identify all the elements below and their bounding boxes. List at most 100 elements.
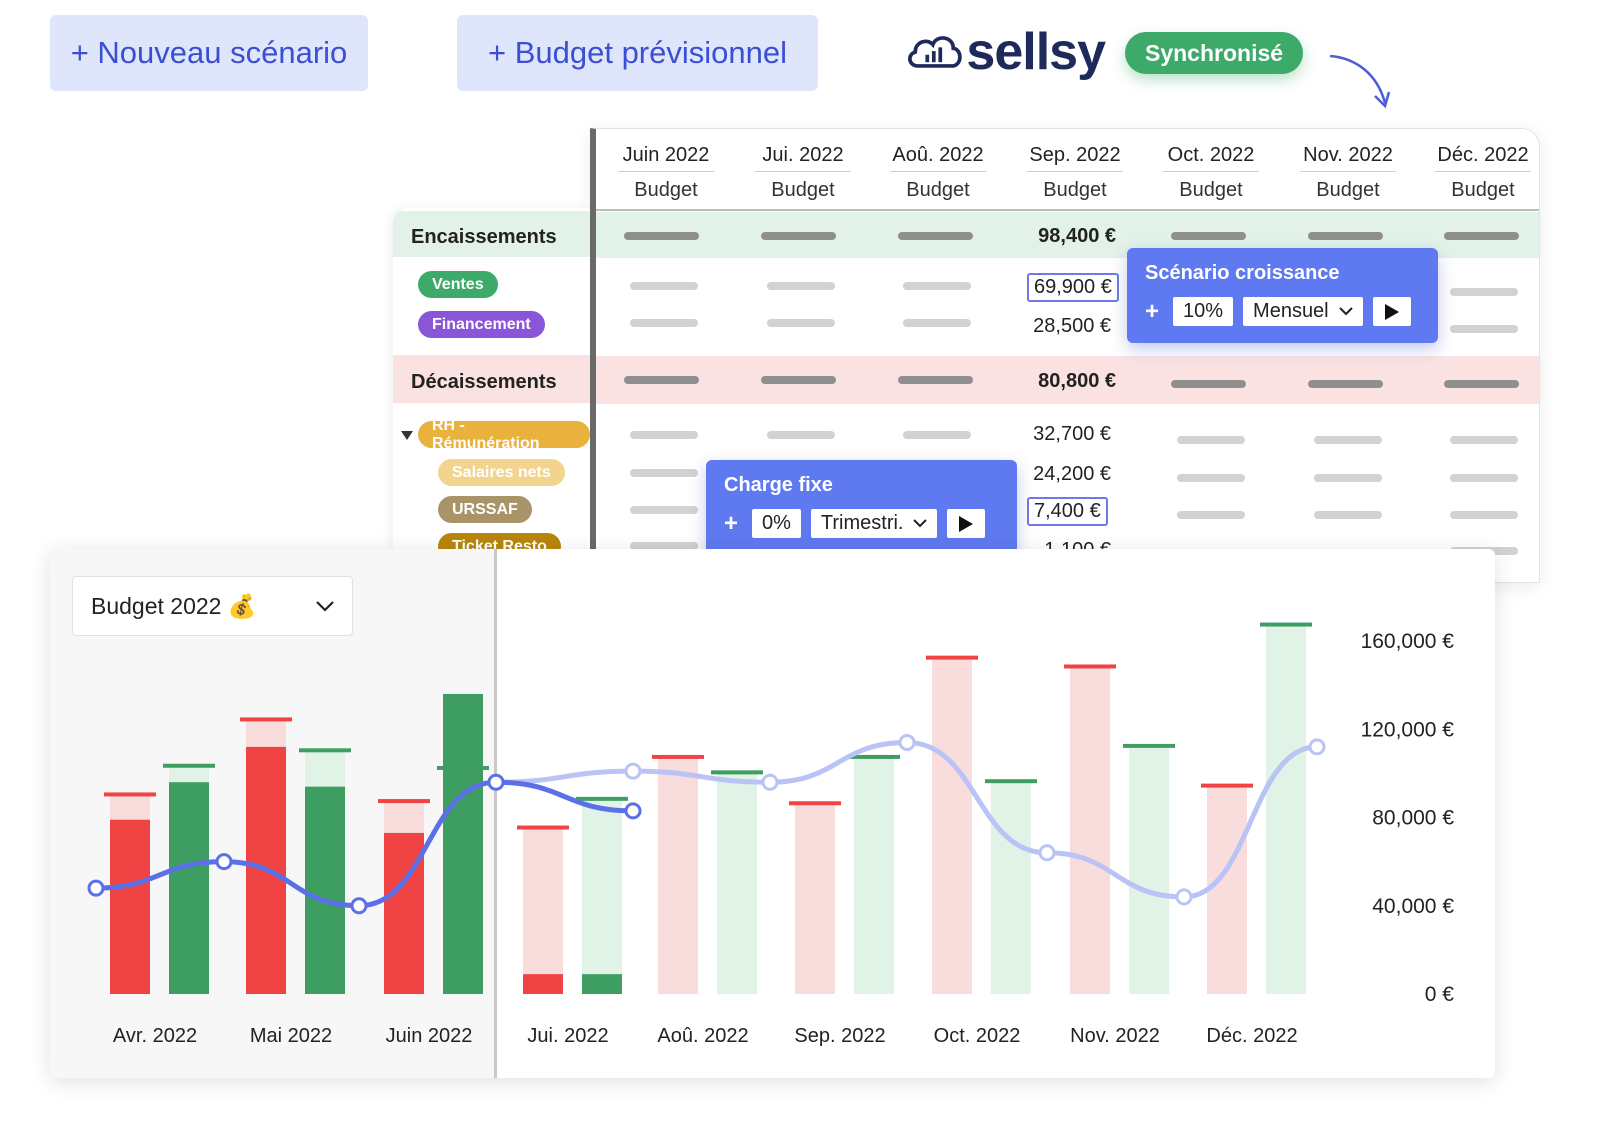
period-value: Mensuel [1253, 300, 1329, 322]
decaissements-total-value: 80,800 € [1038, 370, 1116, 392]
placeholder-bar [1444, 380, 1519, 388]
column-header: Juin 2022 Budget [606, 129, 726, 202]
popover-title: Scénario croissance [1145, 262, 1340, 284]
x-tick-label: Juin 2022 [386, 1025, 473, 1047]
y-tick-label: 0 € [1425, 983, 1455, 1006]
placeholder-bar [1314, 511, 1382, 519]
bar-cap-decaissement [789, 801, 841, 806]
growth-period-select[interactable]: Mensuel [1243, 297, 1363, 326]
bar-encaissement-reel [305, 786, 345, 994]
financement-pill[interactable]: Financement [418, 311, 545, 338]
placeholder-bar [898, 376, 973, 384]
budget-forecast-button[interactable]: + Budget prévisionnel [457, 15, 818, 91]
y-tick-label: 80,000 € [1372, 807, 1454, 830]
placeholder-bar [1314, 474, 1382, 482]
placeholder-bar [630, 319, 698, 327]
placeholder-bar [1450, 511, 1518, 519]
forecast-point [624, 762, 642, 780]
bar-cap-encaissement [163, 763, 215, 768]
x-tick-label: Oct. 2022 [934, 1025, 1021, 1047]
placeholder-bar [903, 431, 971, 439]
growth-percent-input[interactable]: 10% [1173, 297, 1234, 326]
x-tick-label: Sep. 2022 [794, 1025, 885, 1047]
forecast-point [761, 773, 779, 791]
salaires-pill[interactable]: Salaires nets [438, 459, 565, 486]
bar-encaissement-budget [582, 799, 622, 994]
x-tick-label: Aoû. 2022 [657, 1025, 748, 1047]
forecast-point [1038, 844, 1056, 862]
chart-panel: Avr. 2022 Mai 2022 Juin 2022 Jui. 2022 Aoû. … [50, 549, 1495, 1078]
bar-encaissement-budget [854, 757, 894, 994]
bar-encaissement-budget [1129, 746, 1169, 994]
fixed-percent-input[interactable]: 0% [752, 509, 801, 538]
bar-cap-encaissement [985, 779, 1037, 784]
apply-play-button[interactable] [1372, 297, 1411, 326]
bar-cap-encaissement [1123, 743, 1175, 748]
cloud-chart-icon [908, 36, 962, 68]
bar-cap-encaissement [576, 796, 628, 801]
bar-cap-decaissement [1201, 783, 1253, 788]
bar-decaissement-budget [1070, 667, 1110, 994]
forecast-point [1175, 888, 1193, 906]
chevron-down-icon [316, 600, 334, 612]
placeholder-bar [898, 232, 973, 240]
bar-decaissement-budget [932, 658, 972, 994]
sync-status-badge: Synchronisé [1125, 32, 1304, 74]
budget-selector-label: Budget 2022 💰 [91, 592, 257, 619]
chevron-down-icon [913, 519, 928, 528]
expand-triangle-icon[interactable] [401, 431, 413, 441]
bar-encaissement-reel [582, 974, 622, 994]
placeholder-bar [630, 282, 698, 290]
column-header: Déc. 2022 Budget [1423, 129, 1539, 202]
encaissements-total-value: 98,400 € [1038, 225, 1116, 247]
decaissements-row-band [596, 356, 1539, 404]
forecast-point [1308, 738, 1326, 756]
plus-icon: + [724, 509, 739, 537]
actual-point [87, 879, 105, 897]
placeholder-bar [1450, 474, 1518, 482]
bar-cap-decaissement [378, 799, 430, 804]
placeholder-bar [630, 542, 698, 550]
encaissements-label: Encaissements [411, 226, 557, 248]
play-icon [959, 515, 974, 532]
placeholder-bar [761, 376, 836, 384]
budget-selector[interactable]: Budget 2022 💰 [72, 576, 353, 636]
bar-cap-decaissement [104, 792, 156, 797]
chevron-down-icon [1338, 307, 1353, 316]
urssaf-value-cell[interactable]: 7,400 € [1027, 497, 1108, 526]
salaires-value: 24,200 € [1033, 463, 1111, 485]
financement-value: 28,500 € [1033, 315, 1111, 337]
new-scenario-button[interactable]: + Nouveau scénario [50, 15, 368, 91]
bar-decaissement-budget [795, 804, 835, 994]
placeholder-bar [1171, 232, 1246, 240]
actual-point [215, 853, 233, 871]
placeholder-bar [1177, 436, 1245, 444]
x-tick-label: Déc. 2022 [1206, 1025, 1297, 1047]
urssaf-pill[interactable]: URSSAF [438, 496, 532, 523]
fixed-period-select[interactable]: Trimestri. [810, 509, 938, 538]
rh-value: 32,700 € [1033, 423, 1111, 445]
placeholder-bar [1308, 232, 1383, 240]
ventes-value-cell[interactable]: 69,900 € [1027, 273, 1119, 302]
rh-pill[interactable]: RH - Rémunération [418, 417, 590, 452]
ventes-pill[interactable]: Ventes [418, 271, 498, 298]
bar-decaissement-reel [523, 974, 563, 994]
bar-decaissement-reel [110, 819, 150, 994]
placeholder-bar [630, 431, 698, 439]
apply-play-button[interactable] [947, 509, 986, 538]
growth-scenario-popover: Scénario croissance + 10% Mensuel [1127, 248, 1438, 343]
bar-encaissement-reel [443, 693, 483, 994]
placeholder-bar [630, 469, 698, 477]
y-tick-label: 40,000 € [1372, 895, 1454, 918]
column-header: Aoû. 2022 Budget [878, 129, 998, 202]
bar-encaissement-reel [169, 782, 209, 994]
placeholder-bar [1314, 436, 1382, 444]
bar-cap-encaissement [299, 748, 351, 753]
placeholder-bar [767, 319, 835, 327]
placeholder-bar [767, 431, 835, 439]
bar-cap-encaissement [848, 754, 900, 759]
curved-arrow-icon [1329, 54, 1391, 109]
placeholder-bar [1177, 511, 1245, 519]
bar-encaissement-budget [717, 773, 757, 994]
play-icon [1384, 303, 1399, 320]
